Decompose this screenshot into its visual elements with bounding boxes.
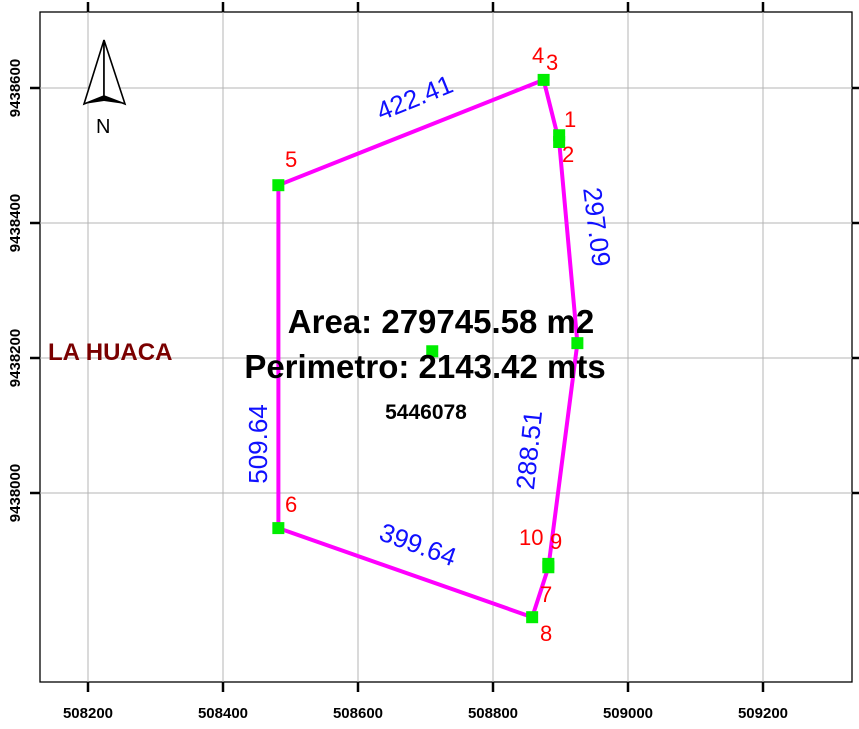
x-tick-label: 508200: [63, 705, 113, 722]
north-arrow-icon: [82, 39, 127, 106]
vertex-label: 6: [285, 492, 297, 517]
x-tick-label: 508600: [333, 705, 383, 722]
y-tick-label: 9438600: [7, 59, 24, 117]
vertex-label: 7: [540, 582, 552, 607]
vertex-label: 8: [540, 621, 552, 646]
area-label: Area: 279745.58 m2: [288, 303, 594, 340]
north-label: N: [96, 116, 110, 138]
x-tick-label: 509000: [603, 705, 653, 722]
vertex-marker: [542, 561, 555, 574]
vertex-marker: [272, 522, 285, 535]
segment-length-label: 509.64: [243, 404, 273, 484]
place-label: LA HUACA: [48, 339, 172, 366]
vertex-marker: [571, 337, 584, 350]
perimeter-label: Perimetro: 2143.42 mts: [244, 348, 605, 385]
vertex-label: 2: [562, 142, 574, 167]
y-tick-label: 9438200: [7, 329, 24, 387]
vertex-label: 10: [519, 525, 543, 550]
vertex-label: 3: [546, 50, 558, 75]
vertex-marker: [553, 136, 566, 148]
vertex-label: 4: [532, 43, 544, 68]
map-frame: [39, 11, 853, 683]
x-tick-label: 508400: [198, 705, 248, 722]
vertex-marker: [526, 611, 539, 624]
vertex-markers: [272, 73, 584, 624]
tick-marks: [30, 2, 859, 692]
y-tick-label: 9438000: [7, 464, 24, 522]
vertex-marker: [426, 345, 439, 358]
vertex-marker: [272, 179, 285, 192]
parcel-polygon: [276, 77, 580, 620]
vertex-marker: [537, 73, 550, 86]
x-tick-label: 509200: [738, 705, 788, 722]
vertex-label: 5: [285, 147, 297, 172]
vertex-label: 9: [550, 529, 562, 554]
vertex-label: 1: [564, 107, 576, 132]
grid-lines: [40, 12, 852, 682]
parcel-code-label: 5446078: [385, 401, 467, 424]
y-tick-label: 9438400: [7, 194, 24, 252]
x-tick-label: 508800: [468, 705, 518, 722]
